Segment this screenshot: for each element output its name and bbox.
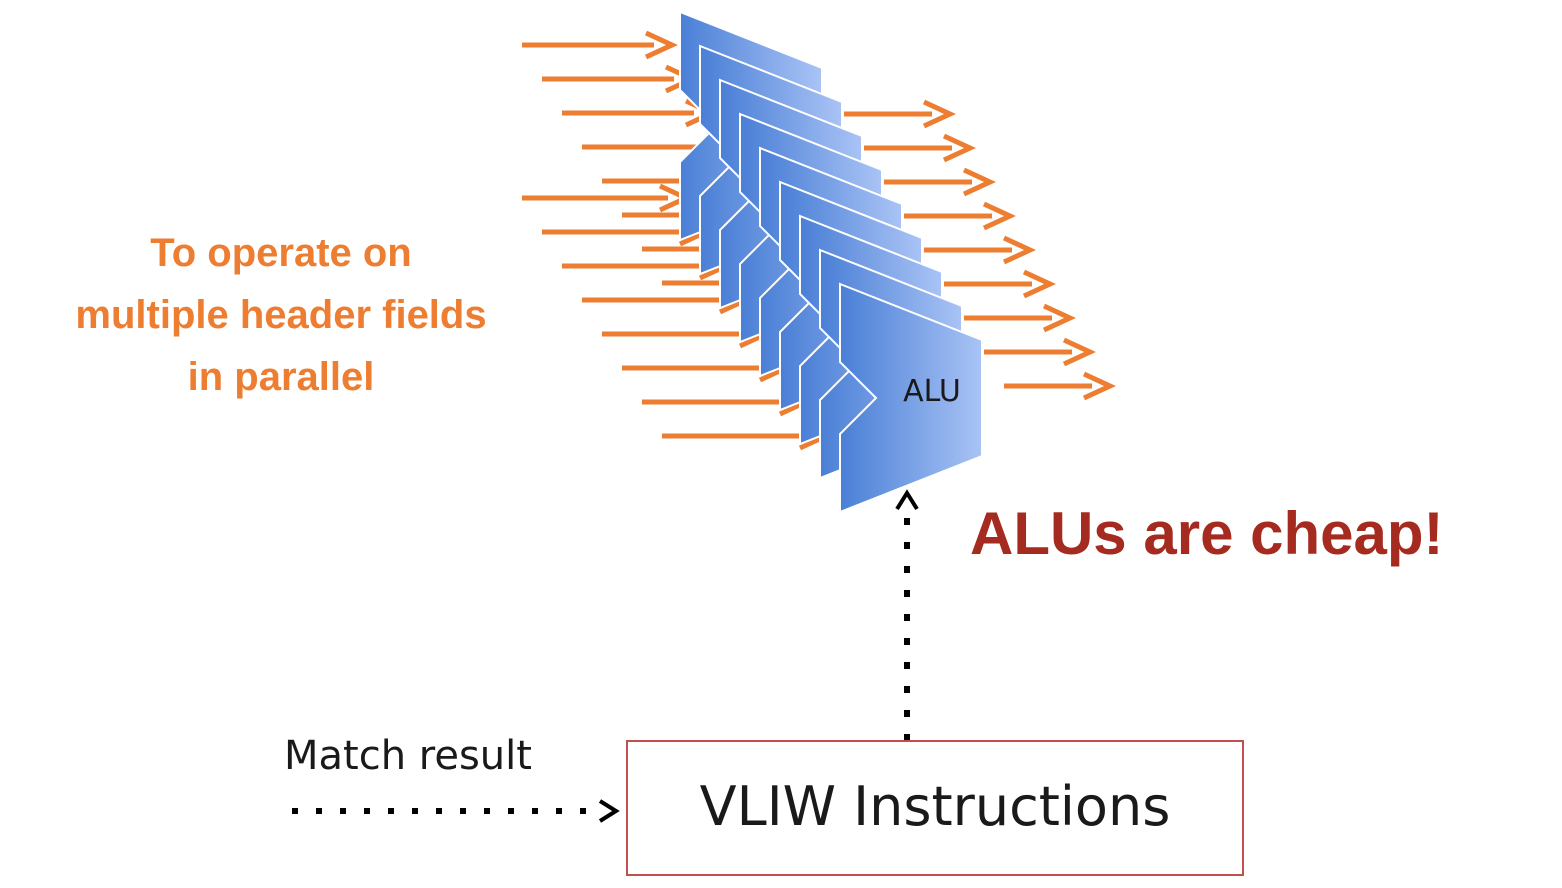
match-result-label: Match result <box>284 733 532 779</box>
input-arrow-a-3 <box>562 98 718 128</box>
alu-block-9 <box>839 282 983 514</box>
dotted-arrow-right <box>292 799 620 823</box>
note-line-1: To operate on <box>150 231 412 275</box>
dotted-arrow-up <box>895 489 919 741</box>
output-arrows <box>844 99 1116 401</box>
output-arrow-1 <box>844 99 956 129</box>
dotted-connectors <box>292 489 919 823</box>
output-arrow-8 <box>984 337 1096 367</box>
input-arrow-a-2 <box>542 64 698 94</box>
parallel-fields-note: To operate on multiple header fields in … <box>0 222 562 408</box>
input-arrow-a-1 <box>522 30 678 60</box>
output-arrow-6 <box>944 269 1056 299</box>
output-arrow-7 <box>964 303 1076 333</box>
vliw-instructions-label: VLIW Instructions <box>699 774 1171 838</box>
note-line-2: multiple header fields <box>75 293 487 337</box>
vliw-instructions-box: VLIW Instructions <box>626 740 1244 876</box>
alu-stack <box>679 10 983 514</box>
output-arrow-4 <box>904 201 1016 231</box>
output-arrow-2 <box>864 133 976 163</box>
alus-cheap-note: ALUs are cheap! <box>970 500 1444 567</box>
alu-label: ALU <box>903 374 961 409</box>
input-arrow-b-1 <box>522 183 692 213</box>
output-arrow-9 <box>1004 371 1116 401</box>
output-arrow-5 <box>924 235 1036 265</box>
output-arrow-3 <box>884 167 996 197</box>
note-line-3: in parallel <box>187 355 375 399</box>
